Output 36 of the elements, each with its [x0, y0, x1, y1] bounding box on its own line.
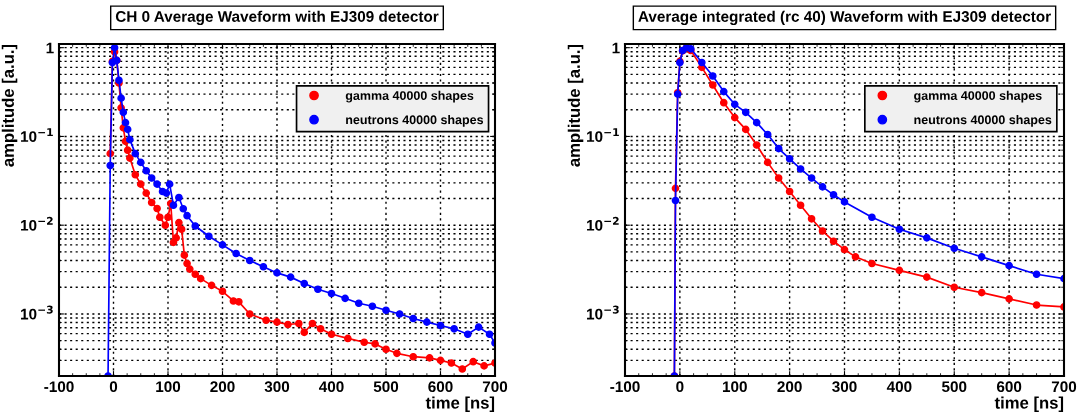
chart-title: CH 0 Average Waveform with EJ309 detector: [115, 10, 439, 26]
x-tick-label: 400: [886, 381, 912, 393]
x-tick-label: -100: [44, 381, 74, 393]
y-tick-label: 10$^{−1}$: [587, 128, 619, 143]
y-axis-title: amplitude [a.u.]: [567, 44, 584, 167]
x-tick-label: 300: [832, 381, 857, 393]
x-tick-label: 600: [996, 381, 1022, 393]
legend-label: neutrons 40000 shapes: [914, 115, 1052, 127]
y-tick-label: 1: [46, 42, 54, 54]
y-tick-label: 10$^{−2}$: [21, 216, 53, 231]
x-tick-label: 100: [722, 381, 747, 393]
x-tick-label: 100: [156, 381, 181, 393]
legend-label: neutrons 40000 shapes: [346, 115, 484, 127]
x-tick-label: 600: [428, 381, 453, 393]
x-tick-label: 200: [210, 381, 235, 393]
x-tick-label: 500: [941, 381, 967, 393]
chart-title: Average integrated (rc 40) Waveform with EJ309 detector: [638, 10, 1051, 26]
x-axis-title: time [ns]: [425, 396, 495, 413]
legend-label: gamma 40000 shapes: [345, 90, 474, 103]
x-tick-label: 700: [482, 381, 508, 393]
y-tick-label: 10$^{−1}$: [21, 128, 53, 143]
y-tick-label: 10$^{−2}$: [587, 216, 619, 231]
x-tick-label: 200: [777, 381, 802, 393]
y-tick-label: 10$^{−3}$: [587, 305, 619, 320]
legend-label: gamma 40000 shapes: [914, 90, 1042, 103]
x-axis-title: time [ns]: [994, 396, 1064, 413]
y-axis-title: amplitude [a.u.]: [1, 44, 18, 167]
y-tick-label: 1: [612, 42, 620, 54]
x-tick-label: 300: [264, 381, 290, 393]
x-tick-label: -100: [610, 381, 640, 393]
x-tick-label: 400: [318, 381, 344, 393]
y-tick-label: 10$^{−3}$: [21, 305, 53, 320]
x-tick-label: 0: [676, 381, 684, 393]
x-tick-label: 500: [373, 381, 399, 393]
x-tick-label: 700: [1051, 381, 1077, 393]
x-tick-label: 0: [109, 381, 118, 393]
